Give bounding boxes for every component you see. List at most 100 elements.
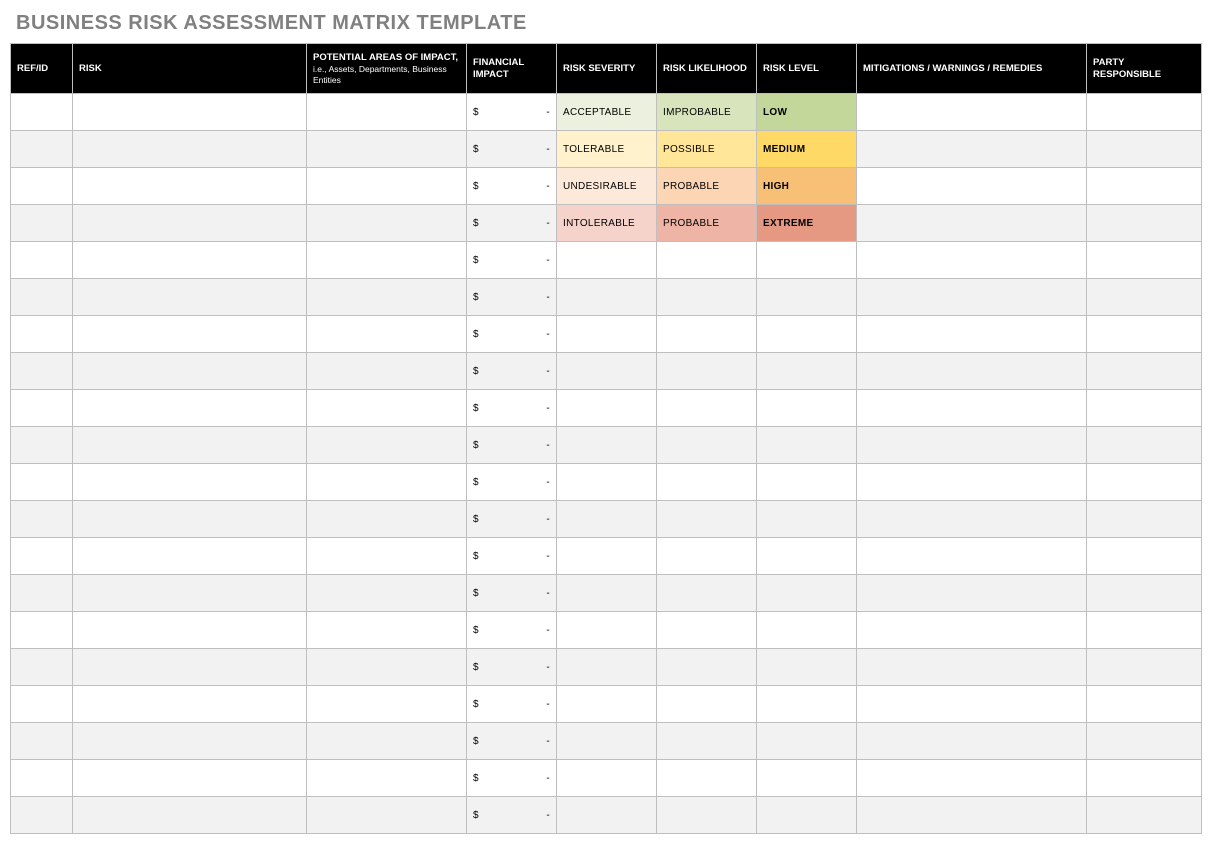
- cell-mitigations[interactable]: [857, 723, 1087, 760]
- cell-severity[interactable]: [557, 649, 657, 686]
- cell-likelihood[interactable]: [657, 538, 757, 575]
- cell-severity[interactable]: [557, 501, 657, 538]
- cell-party[interactable]: [1087, 575, 1202, 612]
- cell-level[interactable]: [757, 686, 857, 723]
- cell-area[interactable]: [307, 279, 467, 316]
- cell-severity[interactable]: [557, 686, 657, 723]
- cell-financial[interactable]: $-: [467, 94, 557, 131]
- cell-ref[interactable]: [11, 168, 73, 205]
- cell-severity[interactable]: [557, 464, 657, 501]
- cell-likelihood[interactable]: [657, 686, 757, 723]
- cell-ref[interactable]: [11, 427, 73, 464]
- cell-likelihood[interactable]: [657, 316, 757, 353]
- cell-ref[interactable]: [11, 575, 73, 612]
- cell-financial[interactable]: $-: [467, 279, 557, 316]
- cell-risk[interactable]: [73, 686, 307, 723]
- cell-party[interactable]: [1087, 464, 1202, 501]
- cell-party[interactable]: [1087, 760, 1202, 797]
- cell-level[interactable]: [757, 390, 857, 427]
- cell-severity[interactable]: [557, 575, 657, 612]
- cell-risk[interactable]: [73, 575, 307, 612]
- cell-severity[interactable]: [557, 316, 657, 353]
- cell-financial[interactable]: $-: [467, 316, 557, 353]
- cell-ref[interactable]: [11, 538, 73, 575]
- cell-severity[interactable]: [557, 390, 657, 427]
- cell-ref[interactable]: [11, 242, 73, 279]
- cell-likelihood[interactable]: [657, 242, 757, 279]
- cell-ref[interactable]: [11, 649, 73, 686]
- cell-likelihood[interactable]: [657, 353, 757, 390]
- cell-mitigations[interactable]: [857, 501, 1087, 538]
- cell-risk[interactable]: [73, 427, 307, 464]
- cell-level[interactable]: [757, 723, 857, 760]
- cell-risk[interactable]: [73, 797, 307, 834]
- cell-severity[interactable]: TOLERABLE: [557, 131, 657, 168]
- cell-financial[interactable]: $-: [467, 686, 557, 723]
- cell-likelihood[interactable]: [657, 464, 757, 501]
- cell-area[interactable]: [307, 612, 467, 649]
- cell-party[interactable]: [1087, 723, 1202, 760]
- cell-financial[interactable]: $-: [467, 131, 557, 168]
- cell-ref[interactable]: [11, 686, 73, 723]
- cell-party[interactable]: [1087, 131, 1202, 168]
- cell-likelihood[interactable]: [657, 797, 757, 834]
- cell-likelihood[interactable]: [657, 612, 757, 649]
- cell-area[interactable]: [307, 538, 467, 575]
- cell-area[interactable]: [307, 464, 467, 501]
- cell-risk[interactable]: [73, 94, 307, 131]
- cell-severity[interactable]: [557, 797, 657, 834]
- cell-ref[interactable]: [11, 390, 73, 427]
- cell-level[interactable]: [757, 427, 857, 464]
- cell-financial[interactable]: $-: [467, 575, 557, 612]
- cell-party[interactable]: [1087, 427, 1202, 464]
- cell-ref[interactable]: [11, 723, 73, 760]
- cell-financial[interactable]: $-: [467, 242, 557, 279]
- cell-likelihood[interactable]: [657, 649, 757, 686]
- cell-area[interactable]: [307, 723, 467, 760]
- cell-mitigations[interactable]: [857, 390, 1087, 427]
- cell-area[interactable]: [307, 94, 467, 131]
- cell-risk[interactable]: [73, 390, 307, 427]
- cell-financial[interactable]: $-: [467, 797, 557, 834]
- cell-level[interactable]: [757, 464, 857, 501]
- cell-likelihood[interactable]: IMPROBABLE: [657, 94, 757, 131]
- cell-likelihood[interactable]: [657, 760, 757, 797]
- cell-severity[interactable]: [557, 760, 657, 797]
- cell-risk[interactable]: [73, 353, 307, 390]
- cell-financial[interactable]: $-: [467, 205, 557, 242]
- cell-area[interactable]: [307, 131, 467, 168]
- cell-mitigations[interactable]: [857, 427, 1087, 464]
- cell-ref[interactable]: [11, 205, 73, 242]
- cell-severity[interactable]: [557, 538, 657, 575]
- cell-area[interactable]: [307, 353, 467, 390]
- cell-level[interactable]: HIGH: [757, 168, 857, 205]
- cell-mitigations[interactable]: [857, 279, 1087, 316]
- cell-severity[interactable]: [557, 279, 657, 316]
- cell-risk[interactable]: [73, 205, 307, 242]
- cell-area[interactable]: [307, 760, 467, 797]
- cell-ref[interactable]: [11, 316, 73, 353]
- cell-level[interactable]: EXTREME: [757, 205, 857, 242]
- cell-mitigations[interactable]: [857, 575, 1087, 612]
- cell-risk[interactable]: [73, 760, 307, 797]
- cell-party[interactable]: [1087, 168, 1202, 205]
- cell-financial[interactable]: $-: [467, 612, 557, 649]
- cell-severity[interactable]: INTOLERABLE: [557, 205, 657, 242]
- cell-level[interactable]: MEDIUM: [757, 131, 857, 168]
- cell-level[interactable]: [757, 353, 857, 390]
- cell-financial[interactable]: $-: [467, 353, 557, 390]
- cell-party[interactable]: [1087, 501, 1202, 538]
- cell-likelihood[interactable]: [657, 723, 757, 760]
- cell-likelihood[interactable]: POSSIBLE: [657, 131, 757, 168]
- cell-mitigations[interactable]: [857, 353, 1087, 390]
- cell-ref[interactable]: [11, 797, 73, 834]
- cell-likelihood[interactable]: [657, 390, 757, 427]
- cell-severity[interactable]: UNDESIRABLE: [557, 168, 657, 205]
- cell-financial[interactable]: $-: [467, 501, 557, 538]
- cell-risk[interactable]: [73, 316, 307, 353]
- cell-financial[interactable]: $-: [467, 649, 557, 686]
- cell-mitigations[interactable]: [857, 612, 1087, 649]
- cell-mitigations[interactable]: [857, 316, 1087, 353]
- cell-financial[interactable]: $-: [467, 168, 557, 205]
- cell-ref[interactable]: [11, 612, 73, 649]
